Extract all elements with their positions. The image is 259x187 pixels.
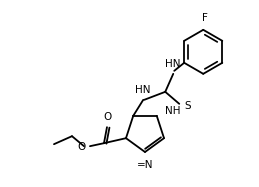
Text: =N: =N (137, 160, 153, 170)
Text: HN: HN (135, 85, 151, 95)
Text: NH: NH (165, 106, 180, 116)
Text: F: F (202, 13, 208, 23)
Text: O: O (104, 112, 112, 122)
Text: HN: HN (166, 59, 181, 69)
Text: O: O (78, 142, 86, 152)
Text: S: S (184, 101, 191, 111)
